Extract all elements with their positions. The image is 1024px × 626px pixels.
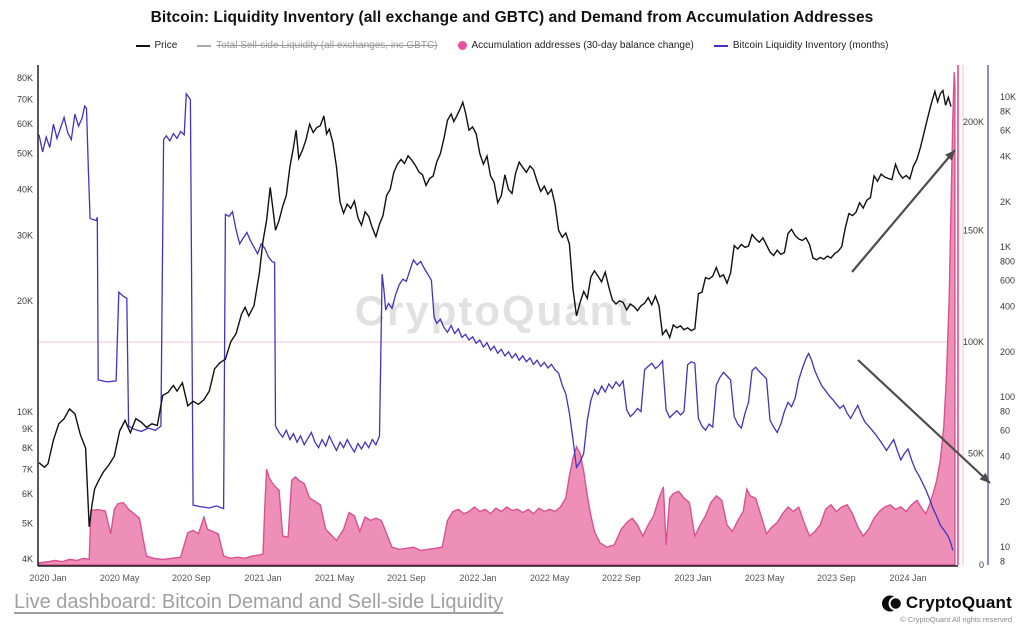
right-outer-axis-tick: 600 [1000,275,1015,285]
left-axis-tick: 30K [17,231,33,241]
copyright-text: © CryptoQuant All rights reserved [900,615,1012,624]
page-title: Bitcoin: Liquidity Inventory (all exchan… [150,9,874,26]
left-axis-tick: 7K [22,464,33,474]
x-axis-tick: 2021 Jan [244,573,281,583]
left-axis-tick: 8K [22,443,33,453]
right-outer-axis-tick: 80 [1000,407,1010,417]
legend-item-1[interactable]: Total Sell-side Liquidity (all exchanges… [197,40,438,51]
x-axis-tick: 2024 Jan [889,573,926,583]
liquidity-inventory-line [38,91,954,551]
right-outer-axis-tick: 1K [1000,242,1011,252]
down-trend-arrow-head [979,472,990,483]
legend-item-2[interactable]: Accumulation addresses (30-day balance c… [457,40,694,51]
left-axis-tick: 40K [17,184,33,194]
up-trend-arrow-head [945,150,955,161]
up-trend-arrow [851,149,956,273]
x-axis-tick: 2023 May [745,573,785,583]
down-trend-arrow [857,359,991,484]
right-outer-axis-tick: 8K [1000,107,1011,117]
right-outer-axis-tick: 10K [1000,92,1016,102]
right-inner-axis-tick: 0 [979,560,984,570]
left-axis-tick: 20K [17,296,33,306]
left-axis-tick: 70K [17,94,33,104]
right-outer-axis-tick: 2K [1000,197,1011,207]
legend-item-0[interactable]: Price [135,40,178,51]
x-axis-tick: 2023 Sep [817,573,856,583]
left-axis-tick: 50K [17,149,33,159]
x-axis-tick: 2022 May [530,573,570,583]
x-axis-tick: 2022 Sep [602,573,641,583]
left-axis-tick: 6K [22,489,33,499]
right-outer-axis-tick: 40 [1000,452,1010,462]
legend-label: Total Sell-side Liquidity (all exchanges… [216,40,438,51]
right-outer-axis-tick: 200 [1000,347,1015,357]
x-axis-tick: 2020 Sep [172,573,211,583]
left-axis-tick: 9K [22,424,33,434]
legend-label: Accumulation addresses (30-day balance c… [471,40,694,51]
x-axis-tick: 2021 Sep [387,573,426,583]
legend-line-swatch [135,44,150,47]
x-axis-tick: 2022 Jan [459,573,496,583]
x-axis-tick: 2020 May [100,573,140,583]
accumulation-area [38,72,956,566]
left-axis-tick: 80K [17,73,33,83]
legend-label: Price [154,40,178,51]
brand-block: CryptoQuant © CryptoQuant All rights res… [881,593,1012,624]
right-inner-axis-tick: 100K [963,337,984,347]
cryptoquant-logo-icon [881,594,903,613]
right-inner-axis-tick: 150K [963,226,984,236]
right-outer-axis-tick: 100 [1000,392,1015,402]
left-axis-tick: 5K [22,519,33,529]
right-outer-axis-tick: 60 [1000,425,1010,435]
right-inner-axis-tick: 200K [963,117,984,127]
brand-name: CryptoQuant [905,593,1012,612]
legend-item-3[interactable]: Bitcoin Liquidity Inventory (months) [713,40,889,51]
x-axis-tick: 2020 Jan [29,573,66,583]
live-dashboard-link[interactable]: Live dashboard: Bitcoin Demand and Sell-… [14,591,504,613]
legend-label: Bitcoin Liquidity Inventory (months) [732,40,889,51]
legend-dot-swatch [457,41,467,50]
right-outer-axis-tick: 6K [1000,125,1011,135]
legend-line-swatch [713,44,728,47]
right-outer-axis-tick: 800 [1000,257,1015,267]
left-axis-tick: 10K [17,407,33,417]
right-outer-axis-tick: 4K [1000,152,1011,162]
chart-canvas: CryptoQuant80K70K60K50K40K30K20K10K9K8K7… [17,65,1016,583]
right-outer-axis-tick: 10 [1000,542,1010,552]
x-axis-tick: 2023 Jan [674,573,711,583]
chart-legend: Price Total Sell-side Liquidity (all exch… [0,40,1024,51]
right-outer-axis-tick: 400 [1000,302,1015,312]
legend-line-swatch [197,44,212,47]
left-axis-tick: 4K [22,554,33,564]
left-axis-tick: 60K [17,119,33,129]
right-inner-axis-tick: 50K [968,449,984,459]
price-line [38,88,952,527]
x-axis-tick: 2021 May [315,573,355,583]
right-outer-axis-tick: 20 [1000,497,1010,507]
right-outer-axis-tick: 8 [1000,557,1005,567]
